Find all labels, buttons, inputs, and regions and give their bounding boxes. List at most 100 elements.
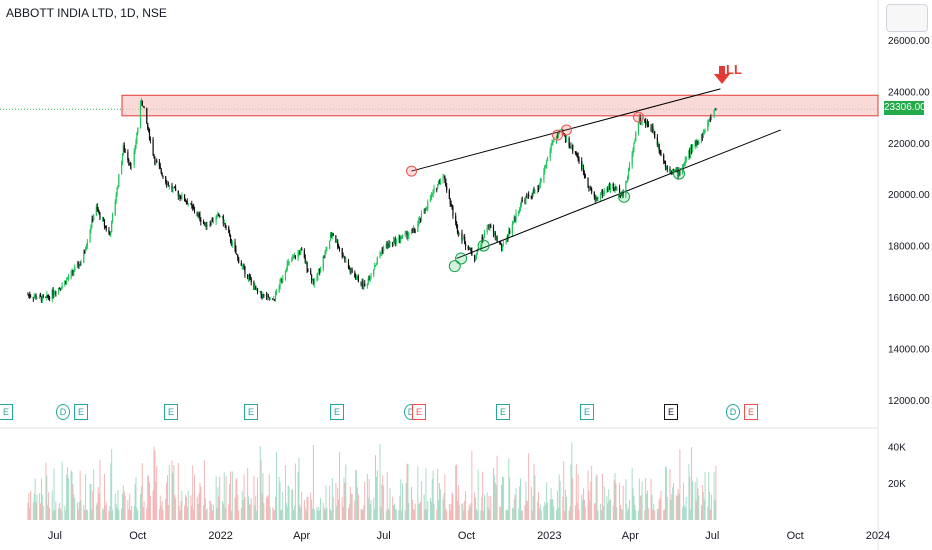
candle-body — [505, 241, 507, 244]
volume-bar — [72, 484, 74, 520]
candle-body — [312, 279, 314, 285]
volume-bar — [713, 472, 715, 520]
volume-bar — [525, 481, 527, 520]
volume-bar — [519, 478, 521, 520]
volume-bar — [90, 484, 92, 520]
candle-body — [552, 141, 554, 144]
volume-bar — [286, 507, 288, 520]
volume-bar — [58, 508, 60, 520]
volume-bar — [613, 479, 615, 520]
candle-body — [343, 256, 345, 258]
earnings-event-badge[interactable]: E — [0, 404, 13, 420]
candle-body — [709, 118, 712, 120]
candle-body — [633, 142, 635, 150]
candle-body — [451, 205, 453, 208]
candle-body — [690, 148, 692, 155]
candle-body — [518, 211, 520, 214]
candle-body — [80, 262, 82, 266]
volume-bar — [89, 484, 91, 520]
candle-body — [337, 246, 340, 248]
candle-body — [584, 174, 586, 178]
candle-body — [83, 251, 85, 263]
candle-body — [446, 186, 448, 191]
candle-body — [442, 176, 444, 180]
earnings-event-badge[interactable]: E — [496, 404, 510, 420]
volume-bar — [576, 502, 578, 520]
volume-bar — [494, 482, 496, 520]
volume-bar — [502, 477, 504, 520]
volume-bar — [456, 464, 458, 520]
volume-bar — [621, 509, 623, 520]
volume-bar — [118, 509, 120, 520]
volume-bar — [587, 470, 589, 520]
volume-bar — [356, 470, 358, 520]
volume-bar — [486, 492, 488, 520]
earnings-event-badge[interactable]: E — [412, 404, 426, 420]
earnings-event-badge[interactable]: E — [74, 404, 88, 420]
volume-bar — [223, 472, 225, 520]
volume-bar — [383, 485, 385, 520]
candle-body — [616, 187, 618, 191]
volume-bar — [437, 468, 439, 520]
volume-bar — [698, 495, 700, 520]
candle-body — [620, 195, 622, 197]
volume-bar — [225, 476, 227, 520]
candle-body — [596, 197, 598, 199]
earnings-event-badge[interactable]: E — [164, 404, 178, 420]
volume-bar — [135, 477, 137, 520]
dividend-event-badge[interactable]: D — [56, 404, 70, 420]
earnings-event-badge[interactable]: E — [664, 404, 678, 420]
volume-bar — [458, 504, 460, 520]
candle-body — [688, 150, 690, 158]
volume-bar — [475, 508, 477, 520]
volume-bar — [92, 491, 94, 520]
candle-body — [199, 214, 201, 221]
volume-bar — [385, 510, 387, 520]
earnings-event-badge[interactable]: E — [580, 404, 594, 420]
volume-bar — [511, 507, 513, 520]
candle-body — [647, 124, 649, 127]
volume-bar — [217, 487, 219, 520]
candle-body — [108, 229, 110, 233]
candle-body — [255, 285, 257, 290]
volume-bar — [404, 510, 406, 520]
candle-body — [571, 144, 573, 148]
volume-bar — [507, 510, 509, 520]
candle-body — [499, 241, 501, 244]
volume-bar — [690, 509, 692, 520]
candle-body — [665, 166, 667, 168]
candle-body — [204, 222, 206, 224]
candle-body — [545, 165, 547, 167]
volume-bar — [688, 464, 690, 520]
earnings-event-badge[interactable]: E — [244, 404, 258, 420]
earnings-event-badge[interactable]: E — [330, 404, 344, 420]
candle-body — [379, 253, 381, 258]
candle-body — [590, 187, 592, 189]
candle-body — [501, 244, 504, 248]
candle-body — [338, 247, 341, 249]
candle-body — [57, 288, 60, 294]
candle-body — [325, 249, 327, 252]
candle-body — [671, 171, 673, 173]
volume-bar — [370, 500, 372, 520]
candle-body — [66, 278, 69, 280]
volume-bar — [418, 503, 420, 520]
candle-body — [303, 250, 305, 258]
candle-body — [225, 225, 227, 228]
candle-body — [156, 160, 158, 162]
earnings-event-badge[interactable]: E — [744, 404, 758, 420]
volume-bar — [329, 485, 331, 520]
dividend-event-badge[interactable]: D — [726, 404, 740, 420]
volume-bar — [444, 474, 446, 520]
volume-bar — [518, 508, 520, 520]
volume-bar — [159, 495, 161, 520]
x-tick-label: 2022 — [208, 530, 232, 542]
candle-body — [40, 296, 43, 302]
candle-body — [583, 173, 586, 175]
volume-bar — [42, 506, 44, 520]
candle-body — [564, 134, 567, 140]
volume-bar — [369, 504, 371, 520]
volume-bar — [469, 507, 471, 520]
volume-bar — [341, 496, 343, 520]
